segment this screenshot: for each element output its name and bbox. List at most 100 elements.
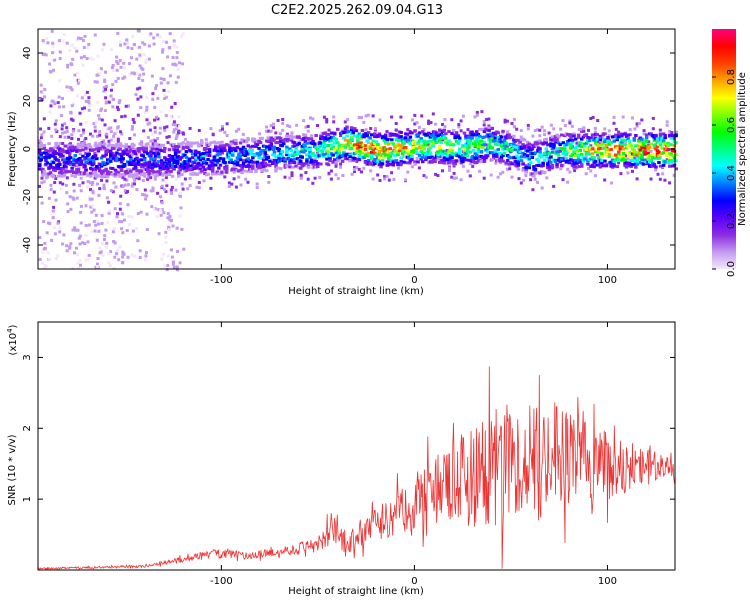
spectrogram-cell bbox=[96, 149, 101, 153]
spectrogram-cell bbox=[316, 124, 319, 127]
spectrogram-cell bbox=[156, 191, 160, 195]
spectrogram-cell bbox=[180, 173, 184, 177]
spectrogram-cell bbox=[465, 139, 470, 143]
spectrogram-cell bbox=[600, 155, 604, 158]
spectrogram-cell bbox=[399, 156, 403, 160]
spectrogram-cell bbox=[671, 154, 675, 158]
spectrogram-cell bbox=[217, 158, 221, 162]
spectrogram-cell bbox=[323, 143, 328, 147]
spectrogram-cell bbox=[55, 257, 58, 261]
spectrogram-cell bbox=[615, 146, 619, 150]
spectrogram-cell bbox=[629, 164, 633, 168]
spectrogram-cell bbox=[498, 159, 502, 163]
spectrogram-cell bbox=[587, 167, 590, 170]
spectrogram-cell bbox=[78, 157, 82, 160]
spectrogram-cell bbox=[244, 177, 248, 181]
spectrogram-cell bbox=[466, 169, 470, 173]
spectrogram-cell bbox=[383, 177, 387, 181]
spectrogram-cell bbox=[197, 129, 201, 132]
spectrogram-cell bbox=[151, 142, 155, 146]
spectrogram-cell bbox=[563, 124, 567, 127]
spectrogram-cell bbox=[67, 135, 71, 139]
spectrogram-cell bbox=[561, 119, 565, 123]
spectrogram-cell bbox=[454, 159, 459, 163]
spectrogram-cell bbox=[657, 161, 661, 164]
spectrogram-cell bbox=[78, 183, 82, 187]
spectrogram-cell bbox=[438, 155, 442, 159]
spectrogram-cell bbox=[569, 142, 573, 146]
spectrogram-cell bbox=[81, 38, 85, 42]
spectrogram-cell bbox=[181, 62, 185, 66]
spectrogram-cell bbox=[52, 68, 55, 72]
spectrogram-cell bbox=[204, 141, 209, 145]
spectrogram-cell bbox=[166, 141, 170, 145]
spectrogram-cell bbox=[111, 98, 115, 102]
spectrogram-cell bbox=[84, 137, 88, 140]
spectrogram-cell bbox=[349, 138, 354, 142]
spectrogram-cell bbox=[145, 96, 149, 99]
spectrogram-cell bbox=[158, 131, 162, 135]
spectrogram-cell bbox=[410, 149, 414, 153]
spectrogram-cell bbox=[468, 174, 472, 178]
spectrogram-cell bbox=[478, 169, 482, 173]
spectrogram-cell bbox=[76, 261, 80, 265]
spectrogram-cell bbox=[596, 140, 600, 143]
spectrogram-cell bbox=[373, 157, 377, 161]
spectrogram-cell bbox=[164, 95, 168, 99]
spectrogram-cell bbox=[92, 220, 96, 223]
spectrogram-cell bbox=[70, 145, 74, 149]
spectrogram-cell bbox=[257, 156, 261, 160]
spectrogram-cell bbox=[51, 58, 55, 62]
spectrogram-cell bbox=[614, 158, 618, 162]
spectrogram-cell bbox=[114, 79, 118, 83]
spectrogram-cell bbox=[371, 139, 376, 143]
spectrogram-cell bbox=[151, 132, 154, 136]
spectrogram-cell bbox=[663, 134, 667, 137]
spectrogram-cell bbox=[627, 141, 632, 145]
spectrogram-cell bbox=[464, 151, 468, 155]
spectrogram-cell bbox=[478, 154, 482, 158]
spectrogram-cell bbox=[424, 158, 428, 162]
spectrogram-cell bbox=[226, 151, 230, 155]
spectrogram-cell bbox=[292, 157, 297, 161]
spectrogram-cell bbox=[197, 162, 201, 166]
spectrogram-cell bbox=[136, 72, 140, 76]
spectrogram-cell bbox=[373, 162, 377, 165]
spectrogram-cell bbox=[177, 169, 180, 173]
spectrogram-cell bbox=[396, 153, 400, 157]
spectrogram-cell bbox=[164, 235, 168, 239]
spectrogram-cell bbox=[103, 234, 107, 238]
spectrogram-cell bbox=[153, 177, 157, 181]
snr-x-axis-label: Height of straight line (km) bbox=[288, 586, 424, 597]
spectrogram-cell bbox=[209, 127, 213, 131]
spectrogram-cell bbox=[465, 154, 470, 158]
spectrogram-cell bbox=[326, 133, 331, 136]
spectrogram-cell bbox=[441, 152, 445, 156]
spectrogram-cell bbox=[646, 151, 650, 155]
spectrogram-cell bbox=[277, 154, 281, 158]
spectrogram-cell bbox=[41, 167, 45, 171]
spectrogram-cell bbox=[98, 251, 102, 255]
spectrogram-cell bbox=[235, 161, 240, 165]
spectrogram-cell bbox=[448, 166, 451, 170]
spectrogram-cell bbox=[501, 142, 505, 146]
spectrogram-cell bbox=[159, 81, 163, 85]
spectrogram-cell bbox=[614, 153, 618, 157]
spectrogram-cell bbox=[161, 178, 165, 182]
spectrogram-cell bbox=[111, 83, 115, 87]
spectrogram-cell bbox=[109, 94, 113, 98]
spectrogram-cell bbox=[308, 155, 312, 159]
spectrogram-cell bbox=[39, 152, 43, 156]
spectrogram-cell bbox=[623, 132, 627, 136]
spectrogram-cell bbox=[368, 136, 372, 140]
spectrogram-cell bbox=[304, 171, 308, 175]
spectrogram-cell bbox=[155, 115, 158, 119]
colorbar-tick-label: 0.8 bbox=[726, 69, 737, 85]
spectrogram-cell bbox=[305, 141, 309, 145]
spectrogram-cell bbox=[135, 57, 139, 61]
spectrogram-cell bbox=[668, 157, 672, 160]
spectrogram-cell bbox=[136, 113, 140, 117]
spectrogram-cell bbox=[80, 107, 84, 111]
spectrogram-cell bbox=[299, 166, 303, 170]
spectrogram-cell bbox=[200, 169, 204, 173]
